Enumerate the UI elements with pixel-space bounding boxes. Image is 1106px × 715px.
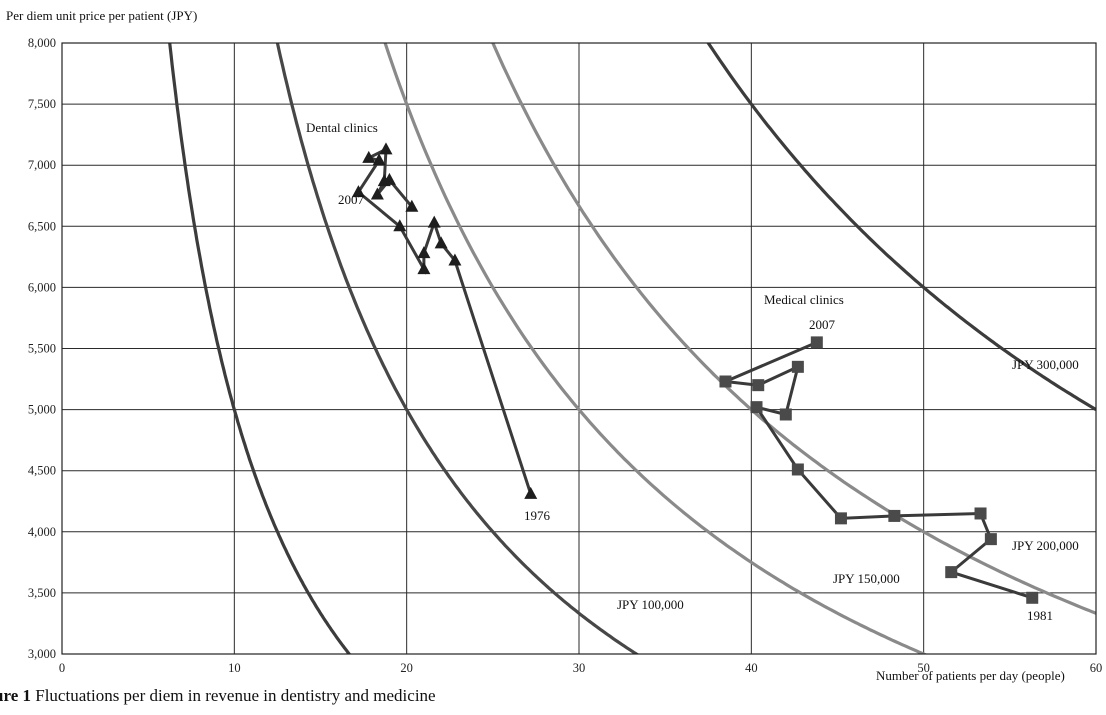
curve-label: JPY 150,000	[833, 571, 900, 586]
x-tick-label: 30	[573, 661, 586, 675]
data-point-square	[834, 512, 847, 525]
iso-revenue-curve	[491, 43, 1096, 615]
y-tick-label: 7,500	[28, 97, 56, 111]
plot-frame	[61, 42, 1097, 655]
data-point-triangle	[524, 486, 538, 499]
data-point-square	[1026, 591, 1039, 604]
y-tick-label: 8,000	[28, 36, 56, 50]
data-point-triangle	[372, 153, 386, 166]
y-tick-label: 3,500	[28, 586, 56, 600]
data-point-square	[945, 566, 958, 579]
medical-end-label: 2007	[809, 317, 836, 332]
data-point-triangle	[382, 172, 396, 185]
data-point-triangle	[393, 219, 407, 232]
y-tick-label: 4,000	[28, 525, 56, 539]
data-point-square	[791, 360, 804, 373]
data-point-triangle	[448, 253, 462, 266]
data-point-square	[888, 509, 901, 522]
y-tick-label: 6,500	[28, 219, 56, 233]
data-point-triangle	[405, 199, 419, 212]
medical-series-label: Medical clinics	[764, 292, 844, 307]
figure-caption: ure 1 Fluctuations per diem in revenue i…	[0, 686, 436, 706]
plot-border	[61, 42, 1097, 655]
y-axis-title: Per diem unit price per patient (JPY)	[6, 8, 198, 23]
y-tick-label: 4,500	[28, 464, 56, 478]
iso-revenue-curve	[706, 43, 1096, 411]
iso-revenue-curves	[168, 43, 1096, 654]
data-point-triangle	[351, 185, 365, 198]
iso-revenue-curve	[168, 43, 352, 654]
dental-start-label: 1976	[524, 508, 551, 523]
dental-series-label: Dental clinics	[306, 120, 378, 135]
dental-end-label: 2007	[338, 192, 365, 207]
data-point-triangle	[370, 187, 384, 200]
series-square	[719, 336, 1039, 604]
caption-figure-number: ure 1	[0, 686, 31, 705]
iso-revenue-curve	[383, 43, 928, 654]
data-point-triangle	[417, 262, 431, 275]
data-point-square	[779, 408, 792, 421]
tick-labels: 0 10 20 30 40 50 60 3,000 3,500 4,000 4,500 5,000 5,…	[28, 36, 1102, 675]
data-point-square	[974, 507, 987, 520]
data-point-square	[984, 533, 997, 546]
x-tick-label: 40	[745, 661, 758, 675]
x-tick-label: 0	[59, 661, 65, 675]
data-point-triangle	[379, 142, 393, 155]
y-tick-label: 7,000	[28, 158, 56, 172]
annotations: JPY 100,000 JPY 150,000 JPY 200,000 JPY 300…	[306, 120, 1079, 623]
data-point-triangle	[417, 246, 431, 259]
caption-text: Fluctuations per diem in revenue in dent…	[31, 686, 436, 705]
data-point-triangle	[434, 236, 448, 249]
x-tick-label: 50	[917, 661, 930, 675]
x-tick-label: 20	[400, 661, 413, 675]
data-point-triangle	[427, 215, 441, 228]
x-tick-label: 60	[1090, 661, 1103, 675]
y-tick-label: 6,000	[28, 280, 56, 294]
series-line	[719, 341, 1033, 600]
curve-label: JPY 200,000	[1012, 538, 1079, 553]
curve-label: JPY 300,000	[1012, 357, 1079, 372]
curve-label: JPY 100,000	[617, 597, 684, 612]
series-triangle	[351, 142, 538, 499]
iso-revenue-curve	[275, 43, 640, 654]
y-tick-label: 5,000	[28, 403, 56, 417]
medical-start-label: 1981	[1027, 608, 1053, 623]
data-point-square	[750, 401, 763, 414]
data-point-square	[810, 336, 823, 349]
y-tick-label: 5,500	[28, 342, 56, 356]
y-tick-label: 3,000	[28, 647, 56, 661]
data-point-square	[719, 375, 732, 388]
data-point-square	[752, 379, 765, 392]
data-point-square	[791, 463, 804, 476]
series-layer	[351, 142, 1039, 604]
series-line	[356, 146, 533, 495]
data-point-triangle	[362, 150, 376, 163]
x-axis-title: Number of patients per day (people)	[876, 668, 1065, 683]
x-tick-label: 10	[228, 661, 241, 675]
